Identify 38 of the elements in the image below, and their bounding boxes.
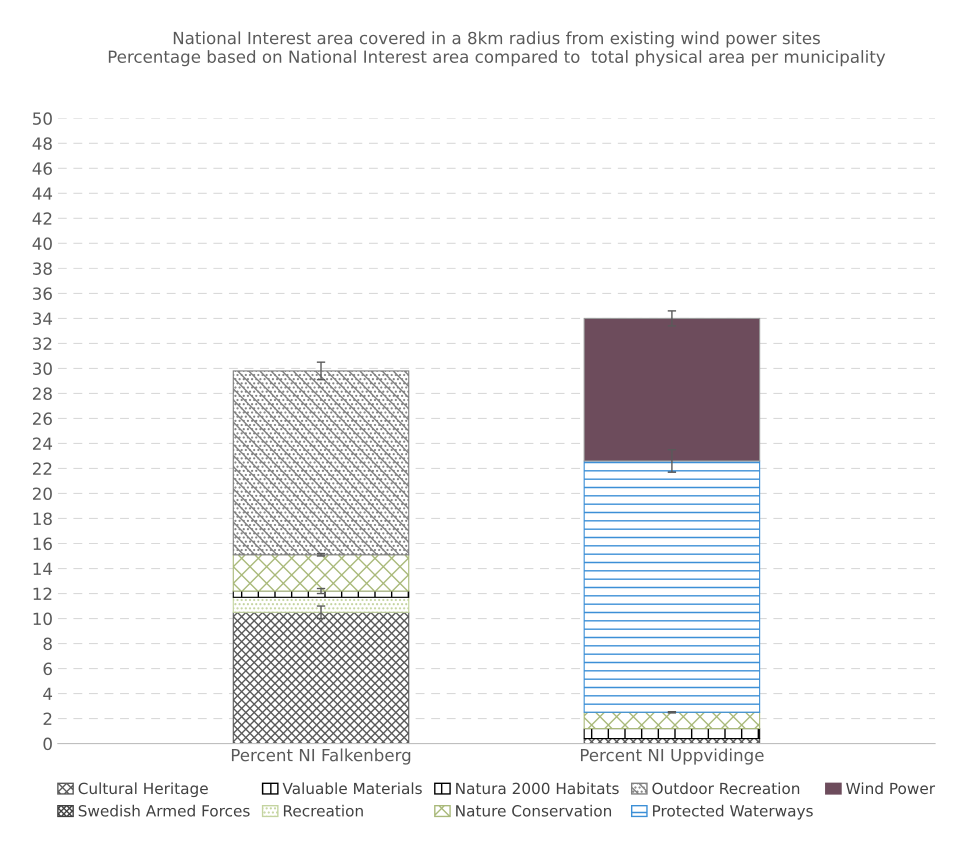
y-tick-label: 2 (44, 712, 52, 725)
y-tick-label: 24 (32, 437, 52, 450)
y-tick-label: 4 (43, 688, 52, 700)
y-tick-label: 38 (33, 262, 52, 275)
legend-label: Cultural Heritage (78, 782, 208, 798)
y-tick-label: 10 (34, 612, 52, 626)
y-tick-label: 36 (33, 287, 52, 300)
y-tick-label: 8 (44, 638, 52, 650)
y-tick-label: 12 (34, 587, 52, 600)
y-tick-label: 6 (44, 662, 52, 676)
y-tick-label: 48 (32, 137, 52, 150)
x-tick-label: Percent NI Falkenberg (232, 748, 410, 765)
y-tick-label: 46 (32, 162, 52, 175)
legend-label: Protected Waterways (653, 804, 813, 820)
y-tick-label: 34 (33, 312, 52, 325)
y-tick-label: 42 (32, 212, 52, 225)
y-tick-label: 20 (32, 487, 52, 500)
x-tick-label: Percent NI Uppvidinge (580, 748, 764, 765)
y-tick-label: 26 (32, 412, 52, 426)
legend-label: Swedish Armed Forces (78, 804, 250, 817)
y-tick-label: 16 (34, 537, 52, 550)
y-tick-label: 40 (32, 237, 52, 250)
y-tick-label: 22 (32, 462, 52, 475)
y-tick-label: 18 (34, 512, 52, 526)
y-tick-label: 30 (33, 362, 52, 375)
legend-label: Recreation (284, 804, 363, 817)
y-tick-label: 50 (33, 112, 52, 125)
legend-label: Outdoor Recreation (652, 782, 800, 794)
y-tick-label: 0 (43, 738, 52, 750)
y-tick-label: 28 (32, 387, 52, 400)
y-tick-label: 14 (34, 562, 52, 575)
legend-label: Natura 2000 Habitats (456, 782, 619, 794)
y-tick-label: 44 (32, 188, 52, 200)
legend-label: Nature Conservation (456, 804, 612, 817)
legend-label: Wind Power (846, 782, 936, 794)
chart-title: National Interest area covered in a 8km radius from existing wind power sites Percentage based on National Interest area compared to total physical area per municipality (108, 31, 886, 66)
legend-label: Valuable Materials (282, 782, 422, 794)
y-tick-label: 32 (33, 337, 52, 350)
